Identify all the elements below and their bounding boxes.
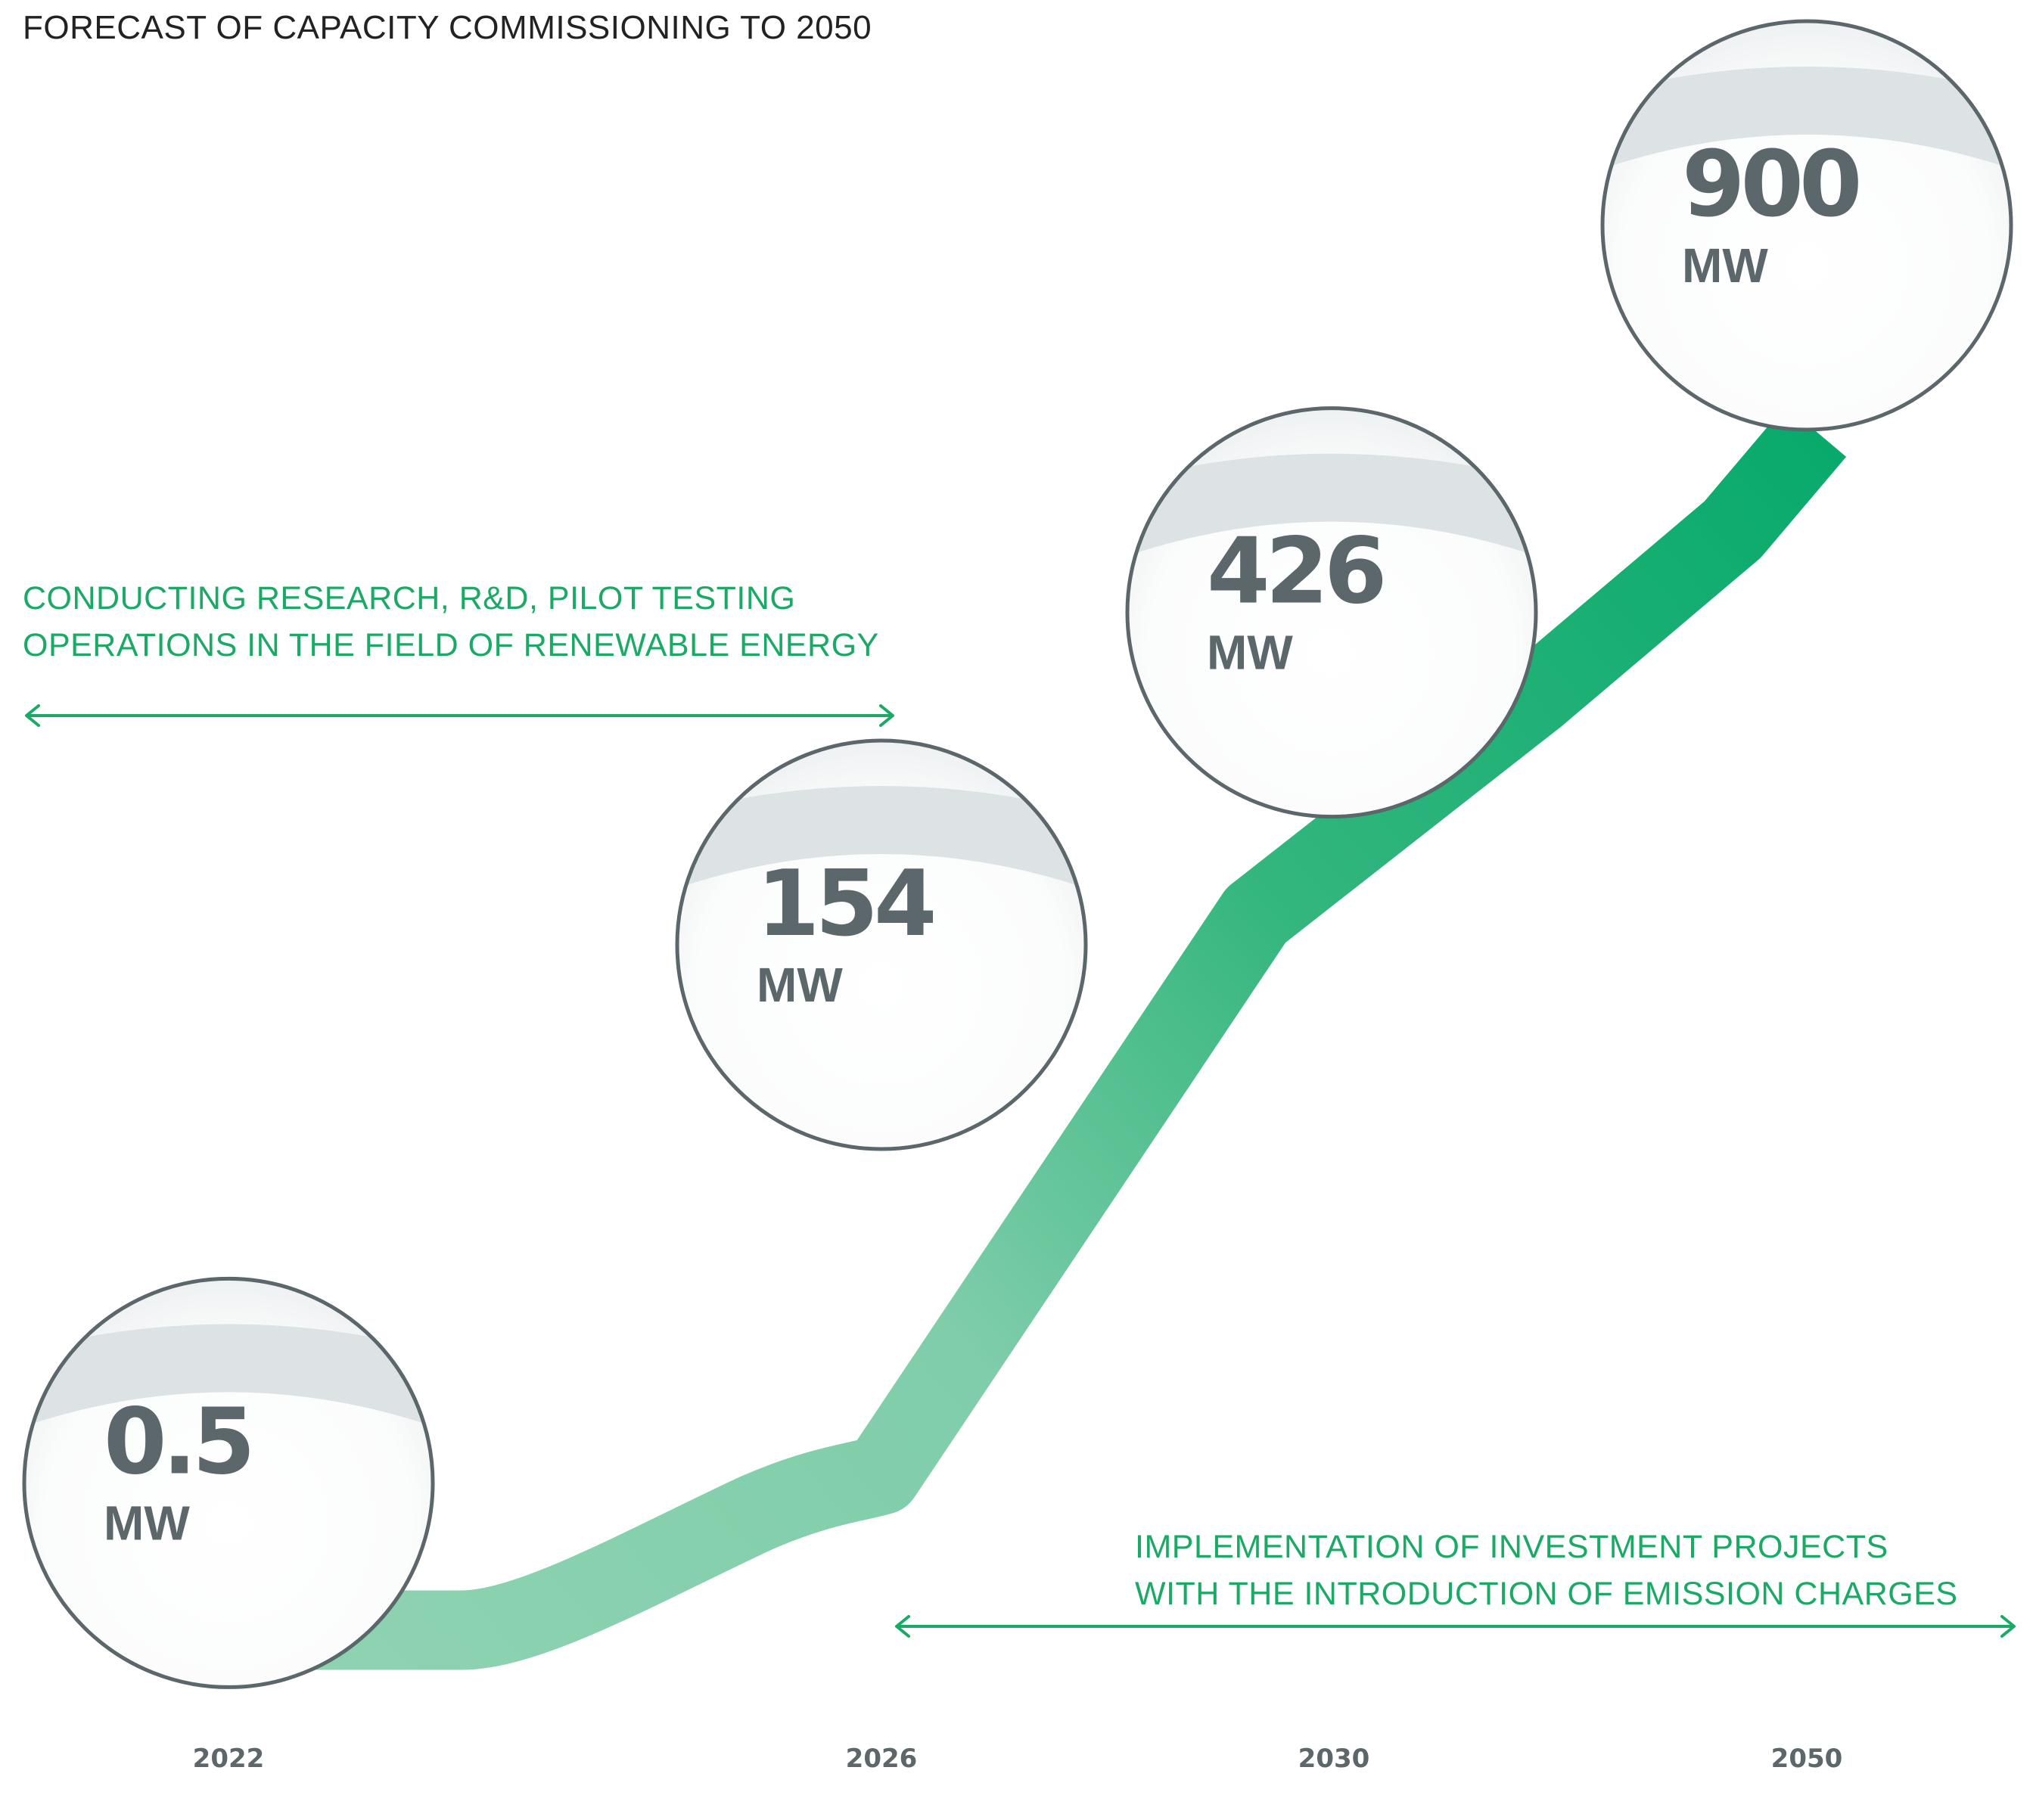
value-label: 0.5 (104, 1390, 251, 1495)
chart-title: FORECAST OF CAPACITY COMMISSIONING TO 20… (23, 9, 872, 46)
x-tick-2050: 2050 (1771, 1744, 1843, 1774)
bubble-outline (22, 1276, 435, 1689)
unit-label: MW (757, 958, 843, 1012)
bubble-outline (675, 738, 1088, 1151)
x-tick-2030: 2030 (1298, 1744, 1370, 1774)
phase-research-line-1: CONDUCTING RESEARCH, R&D, PILOT TESTING (23, 580, 796, 617)
x-tick-2026: 2026 (846, 1744, 918, 1774)
unit-label: MW (104, 1495, 190, 1550)
x-tick-2022: 2022 (193, 1744, 265, 1774)
phase-investment-label: IMPLEMENTATION OF INVESTMENT PROJECTS WI… (1135, 1523, 1958, 1617)
value-label: 154 (757, 852, 933, 957)
bubble-band (677, 786, 1086, 889)
phase-research-label: CONDUCTING RESEARCH, R&D, PILOT TESTING … (23, 575, 879, 669)
trend-band (219, 405, 1847, 1670)
bubble-2022: 0.5MW (22, 1276, 435, 1689)
unit-label: MW (1207, 626, 1293, 680)
value-label: 426 (1207, 520, 1383, 625)
bubble-band (1602, 67, 2011, 169)
bubble-outline (1600, 19, 2013, 432)
value-label: 900 (1682, 132, 1858, 238)
bubble-outline (1125, 406, 1538, 819)
phase-investment-line-2: WITH THE INTRODUCTION OF EMISSION CHARGE… (1135, 1576, 1958, 1612)
bubble-band (24, 1324, 433, 1427)
bubble-band (1127, 453, 1536, 556)
unit-label: MW (1682, 238, 1768, 293)
phase-research-line-2: OPERATIONS IN THE FIELD OF RENEWABLE ENE… (23, 627, 879, 663)
phase-investment-line-1: IMPLEMENTATION OF INVESTMENT PROJECTS (1135, 1529, 1888, 1565)
